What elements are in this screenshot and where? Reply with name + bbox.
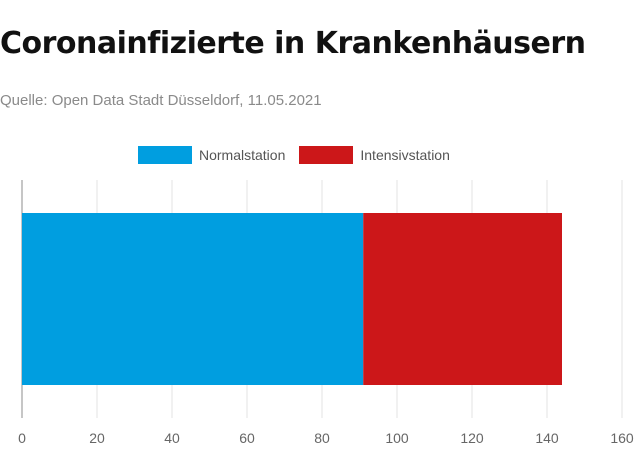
legend-item-normalstation[interactable]: Normalstation xyxy=(138,146,285,164)
legend-label-normalstation: Normalstation xyxy=(199,147,286,163)
x-tick-label: 80 xyxy=(314,430,330,446)
bar-normalstation xyxy=(22,213,364,385)
x-tick-label: 60 xyxy=(239,430,255,446)
bar-intensivstation xyxy=(363,213,562,385)
x-tick-label: 20 xyxy=(89,430,105,446)
x-tick-label: 100 xyxy=(385,430,409,446)
x-tick-label: 160 xyxy=(610,430,634,446)
chart-title: Coronainfizierte in Krankenhäusern xyxy=(0,26,586,61)
legend-swatch-intensivstation xyxy=(299,146,354,164)
x-tick-label: 40 xyxy=(164,430,180,446)
legend-swatch-normalstation xyxy=(138,146,192,164)
chart-source: Quelle: Open Data Stadt Düsseldorf, 11.0… xyxy=(0,92,322,109)
x-tick-label: 140 xyxy=(535,430,559,446)
legend: Normalstation Intensivstation xyxy=(138,146,464,164)
x-tick-label: 0 xyxy=(18,430,26,446)
legend-item-intensivstation[interactable]: Intensivstation xyxy=(299,146,450,164)
legend-label-intensivstation: Intensivstation xyxy=(360,147,450,163)
x-tick-label: 120 xyxy=(460,430,484,446)
